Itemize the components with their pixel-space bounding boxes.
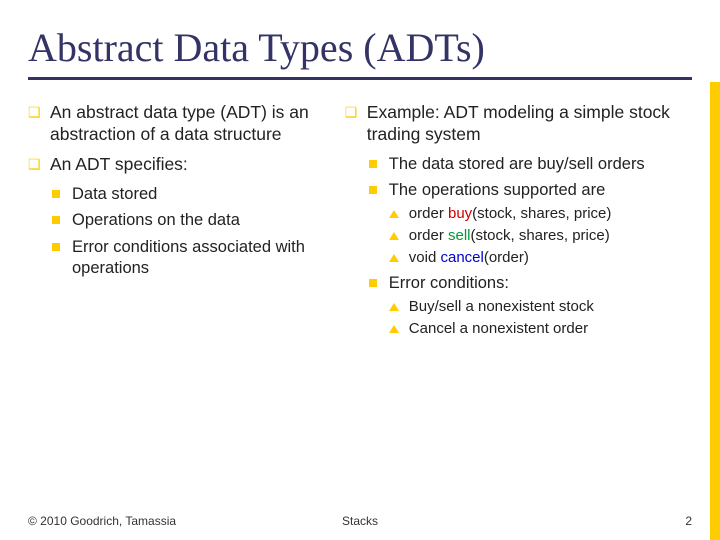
- op-text: (stock, shares, price): [471, 227, 610, 244]
- bullet-text: Operations on the data: [72, 211, 240, 229]
- content-columns: An abstract data type (ADT) is an abstra…: [28, 102, 692, 346]
- keyword-buy: buy: [448, 205, 472, 222]
- list-item: order sell(stock, shares, price): [389, 227, 690, 246]
- list-item: Buy/sell a nonexistent stock: [389, 298, 690, 317]
- bullet-text: Example: ADT modeling a simple stock tra…: [367, 102, 670, 144]
- footer: © 2010 Goodrich, Tamassia Stacks 2: [28, 514, 692, 528]
- op-text: (order): [484, 249, 529, 266]
- list-item: Operations on the data: [50, 210, 327, 231]
- bullet-text: The operations supported are: [389, 181, 605, 199]
- list-item: An ADT specifies: Data stored Operations…: [28, 154, 327, 278]
- page-number: 2: [685, 514, 692, 528]
- list-item: Example: ADT modeling a simple stock tra…: [345, 102, 690, 338]
- copyright: © 2010 Goodrich, Tamassia: [28, 514, 176, 528]
- list-item: The operations supported are order buy(s…: [367, 180, 690, 267]
- list-item: Cancel a nonexistent order: [389, 320, 690, 339]
- keyword-cancel: cancel: [440, 249, 483, 266]
- op-text: order: [409, 227, 448, 244]
- op-text: order: [409, 205, 448, 222]
- slide-title: Abstract Data Types (ADTs): [28, 24, 692, 80]
- list-item: An abstract data type (ADT) is an abstra…: [28, 102, 327, 146]
- list-item: Data stored: [50, 184, 327, 205]
- right-column: Example: ADT modeling a simple stock tra…: [345, 102, 690, 346]
- bullet-text: Buy/sell a nonexistent stock: [409, 298, 594, 315]
- bullet-text: Cancel a nonexistent order: [409, 320, 588, 337]
- bullet-text: The data stored are buy/sell orders: [389, 155, 645, 173]
- list-item: order buy(stock, shares, price): [389, 205, 690, 224]
- bullet-text: An abstract data type (ADT) is an abstra…: [50, 102, 309, 144]
- list-item: The data stored are buy/sell orders: [367, 154, 690, 175]
- bullet-text: Error conditions:: [389, 274, 509, 292]
- bullet-text: Data stored: [72, 185, 157, 203]
- bullet-text: An ADT specifies:: [50, 154, 188, 174]
- list-item: void cancel(order): [389, 249, 690, 268]
- op-text: void: [409, 249, 441, 266]
- footer-center: Stacks: [342, 514, 378, 528]
- bullet-text: Error conditions associated with operati…: [72, 238, 305, 277]
- keyword-sell: sell: [448, 227, 471, 244]
- left-column: An abstract data type (ADT) is an abstra…: [28, 102, 327, 346]
- list-item: Error conditions: Buy/sell a nonexistent…: [367, 273, 690, 338]
- op-text: (stock, shares, price): [472, 205, 611, 222]
- list-item: Error conditions associated with operati…: [50, 237, 327, 278]
- accent-bar: [710, 82, 720, 540]
